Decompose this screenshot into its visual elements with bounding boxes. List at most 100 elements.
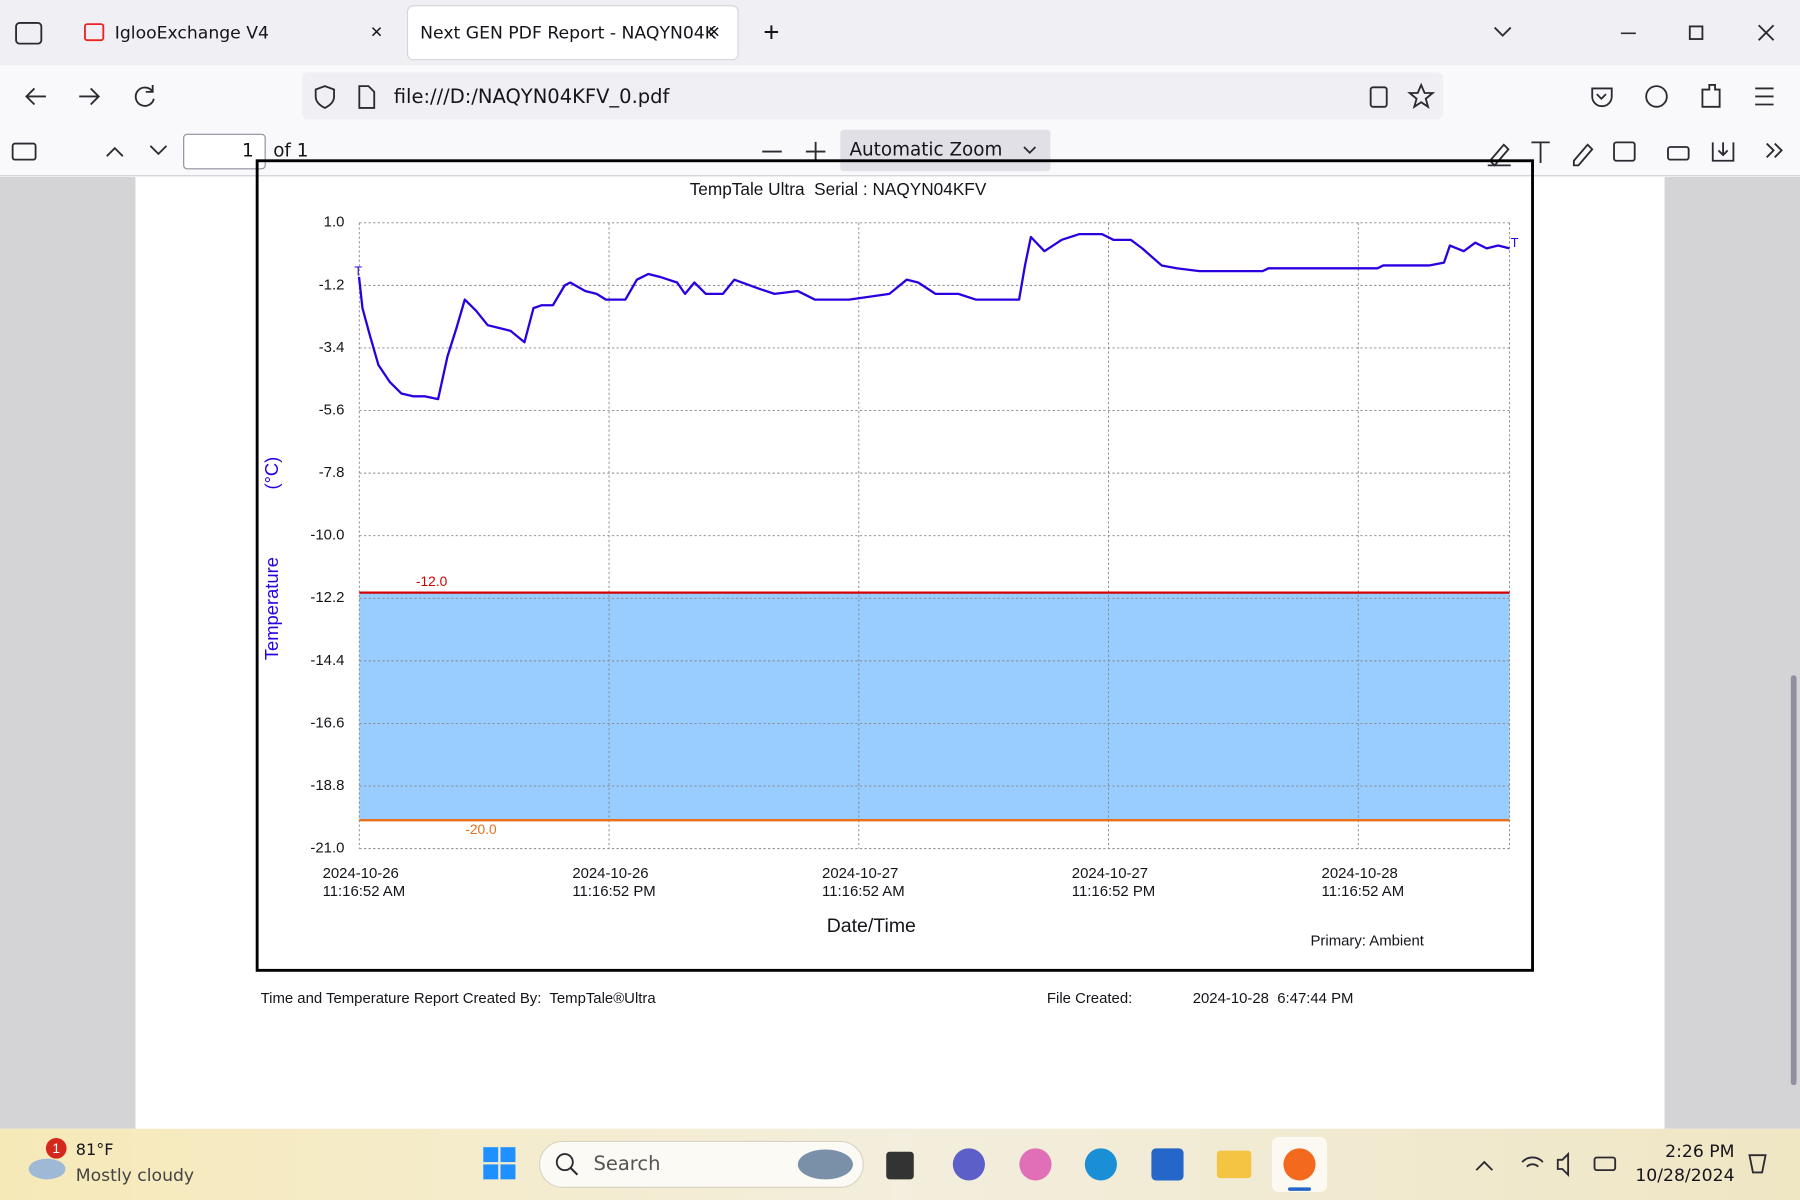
highlight-tool[interactable] bbox=[1487, 143, 1511, 167]
reload-button[interactable] bbox=[134, 84, 155, 107]
text-tool[interactable] bbox=[1531, 141, 1550, 164]
y-tick-label: -7.8 bbox=[319, 464, 345, 481]
limit-band bbox=[359, 592, 1510, 821]
tray-overflow[interactable] bbox=[1475, 1160, 1493, 1171]
teams[interactable] bbox=[952, 1148, 985, 1181]
restore[interactable] bbox=[1688, 25, 1704, 40]
x-tick-label: 2024-10-27 11:16:52 AM bbox=[822, 865, 905, 900]
footer-file-created-label: File Created: bbox=[1047, 990, 1132, 1007]
zoom-in[interactable] bbox=[805, 141, 826, 162]
weather-temp[interactable]: 81°F bbox=[76, 1140, 114, 1159]
start-button[interactable] bbox=[483, 1147, 516, 1180]
y-tick-label: -5.6 bbox=[319, 401, 345, 418]
menu[interactable] bbox=[1755, 87, 1774, 106]
reader-view[interactable] bbox=[1369, 86, 1388, 108]
copilot[interactable] bbox=[1019, 1148, 1052, 1181]
tab-title[interactable]: IglooExchange V4 bbox=[115, 23, 269, 43]
previous-page[interactable] bbox=[106, 146, 124, 157]
y-tick-label: -3.4 bbox=[319, 339, 345, 356]
limit-label: -12.0 bbox=[416, 574, 448, 589]
notifications[interactable] bbox=[1748, 1154, 1767, 1174]
battery[interactable] bbox=[1593, 1156, 1617, 1172]
more-tools[interactable] bbox=[1766, 142, 1783, 158]
tab-bar bbox=[0, 0, 1800, 66]
url-bar[interactable] bbox=[301, 72, 1443, 120]
volume[interactable] bbox=[1556, 1151, 1570, 1177]
chart-frame bbox=[255, 159, 1534, 972]
footer-created-by: Time and Temperature Report Created By: … bbox=[261, 990, 657, 1007]
footer-file-created: 2024-10-28 6:47:44 PM bbox=[1193, 990, 1354, 1007]
y-axis-title: Temperature bbox=[261, 557, 282, 660]
x-tick-label: 2024-10-26 11:16:52 PM bbox=[572, 865, 655, 900]
tab-close[interactable]: × bbox=[708, 21, 720, 44]
task-view[interactable] bbox=[886, 1151, 914, 1180]
search-icon bbox=[555, 1153, 574, 1172]
store[interactable] bbox=[1151, 1148, 1184, 1181]
close-window[interactable] bbox=[1758, 24, 1775, 41]
weather-badge: 1 bbox=[52, 1141, 60, 1156]
account[interactable] bbox=[1645, 85, 1668, 108]
search-placeholder[interactable]: Search bbox=[593, 1152, 660, 1175]
new-tab[interactable]: + bbox=[763, 17, 779, 48]
y-tick-label: 1.0 bbox=[324, 214, 345, 231]
forward-button[interactable] bbox=[79, 87, 101, 106]
pocket[interactable] bbox=[1591, 87, 1613, 108]
zoom-value[interactable]: Automatic Zoom bbox=[849, 139, 1002, 160]
x-tick-label: 2024-10-28 11:16:52 AM bbox=[1322, 865, 1405, 900]
active-indicator bbox=[1288, 1187, 1311, 1191]
search-box[interactable] bbox=[538, 1140, 864, 1188]
y-tick-label: -12.2 bbox=[310, 589, 344, 606]
weather-icon[interactable] bbox=[28, 1158, 66, 1180]
y-tick-label: -16.6 bbox=[310, 714, 344, 731]
draw-tool[interactable] bbox=[1572, 143, 1594, 167]
page-number-input[interactable] bbox=[183, 133, 266, 170]
y-tick-label: -21.0 bbox=[310, 840, 344, 857]
file-explorer[interactable] bbox=[1216, 1150, 1252, 1179]
clock-time[interactable]: 2:26 PM bbox=[1665, 1142, 1734, 1162]
clock-date[interactable]: 10/28/2024 bbox=[1635, 1166, 1734, 1186]
page-number[interactable]: 1 bbox=[242, 141, 254, 162]
edge[interactable] bbox=[1084, 1148, 1117, 1181]
y-tick-label: -18.8 bbox=[310, 777, 344, 794]
chart-title: TempTale Ultra Serial : NAQYN04KFV bbox=[690, 179, 987, 199]
search-highlight bbox=[797, 1149, 853, 1180]
wifi[interactable] bbox=[1521, 1156, 1544, 1168]
back-button[interactable] bbox=[25, 87, 46, 106]
y-tick-label: -1.2 bbox=[319, 276, 345, 293]
x-tick-label: 2024-10-27 11:16:52 PM bbox=[1072, 865, 1155, 900]
scrollbar-thumb[interactable] bbox=[1790, 675, 1797, 1086]
shield-icon[interactable] bbox=[314, 85, 335, 109]
page-count: of 1 bbox=[273, 141, 308, 162]
print[interactable] bbox=[1667, 146, 1690, 161]
url-text[interactable]: file:///D:/NAQYN04KFV_0.pdf bbox=[394, 85, 671, 108]
tab-favicon bbox=[84, 23, 105, 42]
temperature-line bbox=[357, 233, 1510, 401]
tab-close[interactable]: × bbox=[370, 21, 382, 44]
chart: 1.0 -1.2 -3.4 -5.6 -7.8 -10.0 -12.2 -14.4 -16.6 -… bbox=[310, 214, 1518, 900]
x-axis-title: Date/Time bbox=[827, 915, 916, 937]
limit-label: -20.0 bbox=[465, 822, 497, 837]
start-marker: T bbox=[354, 265, 362, 279]
tab-list-button[interactable] bbox=[15, 22, 43, 45]
tab-title[interactable]: Next GEN PDF Report - NAQYN04K bbox=[420, 23, 717, 43]
extensions[interactable] bbox=[1701, 84, 1721, 108]
x-tick-label: 2024-10-26 11:16:52 AM bbox=[323, 865, 406, 900]
weather-badge-bg bbox=[45, 1137, 67, 1159]
page-icon bbox=[358, 85, 376, 109]
firefox[interactable] bbox=[1283, 1148, 1316, 1181]
y-axis-unit: (°C) bbox=[261, 457, 282, 490]
bookmark-star[interactable] bbox=[1407, 82, 1436, 109]
y-tick-label: -10.0 bbox=[310, 527, 344, 544]
active-tab[interactable] bbox=[406, 5, 739, 61]
end-marker: T bbox=[1511, 236, 1519, 250]
search-icon-handle bbox=[569, 1167, 579, 1176]
chart-note: Primary: Ambient bbox=[1310, 933, 1424, 950]
next-page[interactable] bbox=[149, 145, 168, 156]
image-tool[interactable] bbox=[1613, 141, 1636, 162]
save[interactable] bbox=[1711, 142, 1735, 162]
weather-desc[interactable]: Mostly cloudy bbox=[76, 1166, 194, 1186]
y-tick-label: -14.4 bbox=[310, 652, 344, 669]
tab-overflow[interactable] bbox=[1493, 26, 1512, 37]
sidebar-toggle[interactable] bbox=[11, 142, 37, 161]
